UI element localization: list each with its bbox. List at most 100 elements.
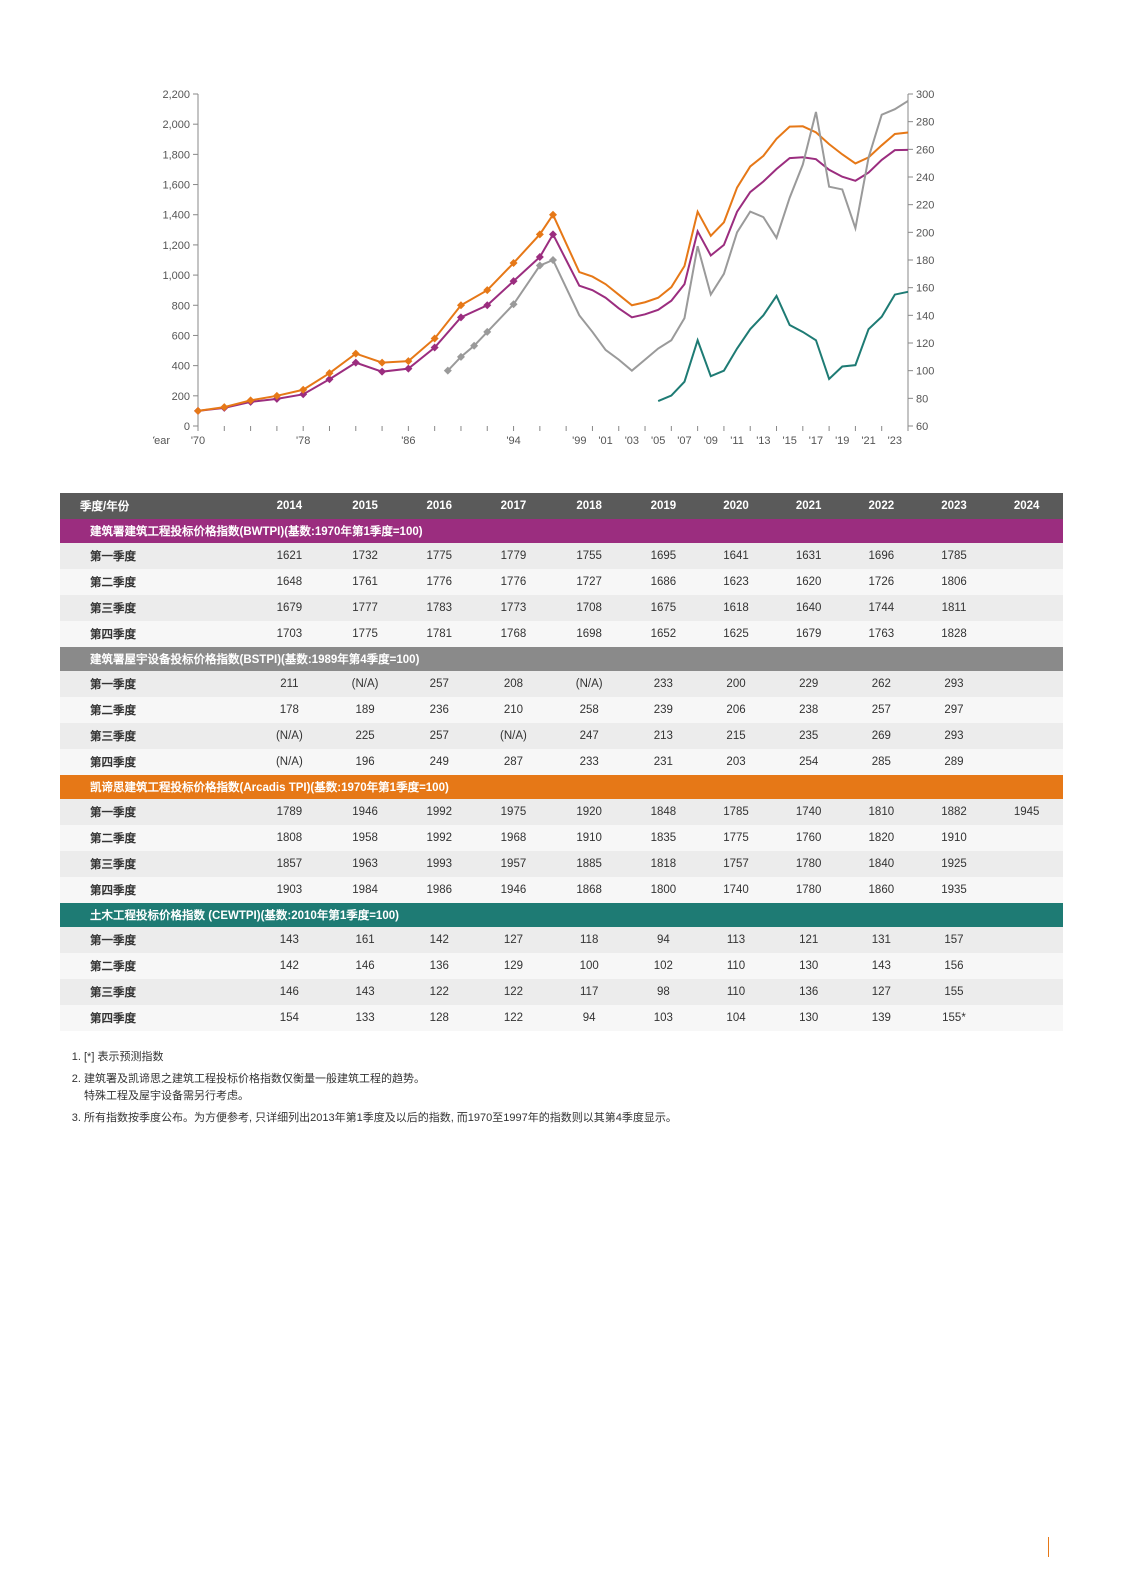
chart-container: 02004006008001,0001,2001,4001,6001,8002,… xyxy=(60,80,1063,463)
table-cell: 94 xyxy=(627,927,700,953)
table-cell xyxy=(990,927,1063,953)
table-cell: (N/A) xyxy=(327,671,403,697)
table-cell: 213 xyxy=(627,723,700,749)
table-row: 第四季度170317751781176816981652162516791763… xyxy=(60,621,1063,647)
svg-text:Year: Year xyxy=(153,435,170,447)
table-cell: 1679 xyxy=(252,595,328,621)
table-cell: 293 xyxy=(918,671,991,697)
table-cell: 1744 xyxy=(845,595,918,621)
table-cell: 1992 xyxy=(403,825,476,851)
table-cell: 1775 xyxy=(403,543,476,569)
note-item: 建筑署及凯谛思之建筑工程投标价格指数仅衡量一般建筑工程的趋势。特殊工程及屋宇设备… xyxy=(84,1071,1063,1106)
table-cell: 269 xyxy=(845,723,918,749)
table-cell: 1648 xyxy=(252,569,328,595)
table-cell: (N/A) xyxy=(476,723,552,749)
table-cell: 1686 xyxy=(627,569,700,595)
table-cell: 1631 xyxy=(772,543,845,569)
table-cell: 1957 xyxy=(476,851,552,877)
table-cell: 1840 xyxy=(845,851,918,877)
table-cell: 1903 xyxy=(252,877,328,903)
table-cell: 129 xyxy=(476,953,552,979)
svg-text:300: 300 xyxy=(916,89,934,101)
table-cell: 1868 xyxy=(551,877,627,903)
table-cell: 第二季度 xyxy=(60,569,252,595)
table-header-cell: 2022 xyxy=(845,493,918,519)
table-cell: 1621 xyxy=(252,543,328,569)
table-cell: 1775 xyxy=(700,825,773,851)
table-cell: 1785 xyxy=(918,543,991,569)
table-cell: 1696 xyxy=(845,543,918,569)
svg-text:1,600: 1,600 xyxy=(162,180,190,192)
table-cell: 210 xyxy=(476,697,552,723)
table-cell: 1783 xyxy=(403,595,476,621)
table-cell: 143 xyxy=(845,953,918,979)
table-cell: 第二季度 xyxy=(60,953,252,979)
table-header-cell: 2015 xyxy=(327,493,403,519)
table-header-cell: 2021 xyxy=(772,493,845,519)
table-cell: 1781 xyxy=(403,621,476,647)
svg-text:140: 140 xyxy=(916,310,934,322)
table-cell: 1963 xyxy=(327,851,403,877)
table-cell: 257 xyxy=(845,697,918,723)
table-cell: 1820 xyxy=(845,825,918,851)
table-cell: 1618 xyxy=(700,595,773,621)
table-cell: 1910 xyxy=(918,825,991,851)
table-cell: 1641 xyxy=(700,543,773,569)
table-cell xyxy=(990,569,1063,595)
table-row: 第三季度(N/A)225257(N/A)247213215235269293 xyxy=(60,723,1063,749)
table-cell xyxy=(990,953,1063,979)
table-cell: 第四季度 xyxy=(60,877,252,903)
table-cell: 1776 xyxy=(403,569,476,595)
svg-text:'17: '17 xyxy=(809,435,823,447)
table-row: 第四季度15413312812294103104130139155* xyxy=(60,1005,1063,1031)
table-cell: 1958 xyxy=(327,825,403,851)
table-cell xyxy=(990,595,1063,621)
table-cell: 1780 xyxy=(772,851,845,877)
table-cell: 189 xyxy=(327,697,403,723)
svg-text:0: 0 xyxy=(184,421,190,433)
table-cell: (N/A) xyxy=(551,671,627,697)
footer-divider xyxy=(1048,1537,1049,1557)
svg-text:160: 160 xyxy=(916,283,934,295)
svg-text:'23: '23 xyxy=(888,435,902,447)
table-cell: 142 xyxy=(252,953,328,979)
table-cell: 1835 xyxy=(627,825,700,851)
table-cell: 249 xyxy=(403,749,476,775)
table-cell: 1763 xyxy=(845,621,918,647)
table-cell: 1828 xyxy=(918,621,991,647)
table-row: 第三季度167917771783177317081675161816401744… xyxy=(60,595,1063,621)
svg-text:'09: '09 xyxy=(704,435,718,447)
table-cell: 1755 xyxy=(551,543,627,569)
table-cell: 第四季度 xyxy=(60,749,252,775)
table-cell: 206 xyxy=(700,697,773,723)
svg-text:'13: '13 xyxy=(756,435,770,447)
table-cell: 110 xyxy=(700,979,773,1005)
svg-text:'19: '19 xyxy=(835,435,849,447)
svg-text:2,200: 2,200 xyxy=(162,89,190,101)
table-cell: 131 xyxy=(845,927,918,953)
table-section-title: 土木工程投标价格指数 (CEWTPI)(基数:2010年第1季度=100) xyxy=(60,903,1063,927)
table-cell: 第四季度 xyxy=(60,621,252,647)
table-cell: 136 xyxy=(403,953,476,979)
chart-area: 02004006008001,0001,2001,4001,6001,8002,… xyxy=(153,80,955,463)
table-cell: 1776 xyxy=(476,569,552,595)
table-cell: 257 xyxy=(403,723,476,749)
svg-text:'15: '15 xyxy=(782,435,796,447)
table-cell: 233 xyxy=(551,749,627,775)
table-cell: 293 xyxy=(918,723,991,749)
table-cell: 1910 xyxy=(551,825,627,851)
table-cell: 1984 xyxy=(327,877,403,903)
table-cell: 1925 xyxy=(918,851,991,877)
table-cell: 1800 xyxy=(627,877,700,903)
table-cell: 178 xyxy=(252,697,328,723)
table-cell: 1975 xyxy=(476,799,552,825)
table-cell: 1640 xyxy=(772,595,845,621)
table-cell: 122 xyxy=(476,979,552,1005)
table-cell: 1703 xyxy=(252,621,328,647)
table-cell: 262 xyxy=(845,671,918,697)
table-cell: 1992 xyxy=(403,799,476,825)
svg-text:'21: '21 xyxy=(861,435,875,447)
table-cell xyxy=(990,1005,1063,1031)
table-row: 第一季度211(N/A)257208(N/A)233200229262293 xyxy=(60,671,1063,697)
table-cell: 211 xyxy=(252,671,328,697)
